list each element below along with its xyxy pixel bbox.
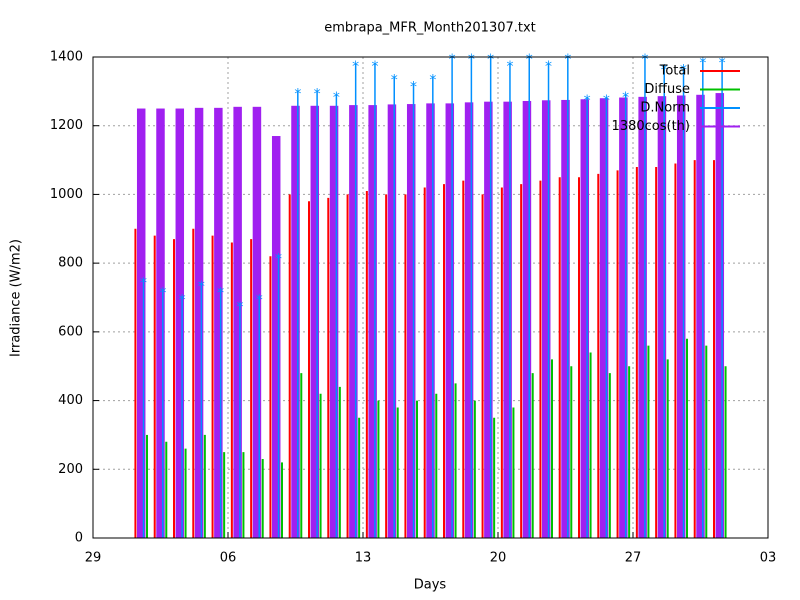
spike: [599, 98, 609, 538]
spike: [522, 100, 532, 538]
marker: *: [236, 299, 243, 315]
spike: [387, 104, 397, 539]
marker: *: [603, 93, 610, 109]
marker: *: [719, 55, 726, 71]
spike: [368, 105, 377, 538]
spike: [484, 101, 493, 539]
spike: [503, 101, 512, 539]
y-tick-label: 600: [58, 324, 83, 339]
spike: [676, 95, 686, 538]
spike: [445, 103, 455, 538]
spike: [310, 105, 320, 538]
spike: [696, 94, 705, 539]
spike: [175, 108, 185, 539]
marker: *: [622, 90, 629, 106]
plot-border: [92, 56, 769, 539]
marker: *: [661, 62, 668, 78]
legend-label: D.Norm: [640, 101, 690, 116]
marker: *: [256, 293, 263, 309]
x-tick-label: 20: [490, 551, 507, 566]
legend-label: Diffuse: [644, 82, 690, 97]
marker: *: [429, 73, 436, 89]
legend-label: Total: [659, 64, 690, 79]
marker: *: [333, 90, 340, 106]
marker: *: [564, 52, 571, 68]
marker: *: [371, 59, 378, 75]
marker: *: [294, 86, 301, 102]
marker: *: [159, 286, 166, 302]
x-tick-label: 03: [760, 551, 777, 566]
x-tick-label: 29: [85, 551, 102, 566]
spike: [291, 105, 300, 538]
marker: *: [449, 52, 456, 68]
x-axis-label: Days: [414, 578, 447, 593]
spike: [541, 100, 551, 538]
marker: *: [680, 62, 687, 78]
spike: [252, 106, 262, 538]
spike: [638, 96, 647, 539]
y-axis-label: Irradiance (W/m2): [9, 239, 24, 357]
spike: [136, 108, 146, 539]
spike: [271, 136, 281, 538]
spike: [156, 108, 165, 539]
marker: *: [487, 52, 494, 68]
y-tick-label: 200: [58, 462, 83, 477]
y-tick-label: 0: [75, 531, 83, 546]
spike: [619, 97, 628, 538]
marker: *: [217, 286, 224, 302]
spike: [194, 107, 204, 538]
marker: *: [140, 275, 147, 291]
marker: *: [641, 52, 648, 68]
marker: *: [526, 52, 533, 68]
marker: *: [391, 73, 398, 89]
spike: [561, 99, 570, 539]
chart-title: embrapa_MFR_Month201307.txt: [324, 21, 536, 36]
spike: [715, 93, 725, 538]
marker: *: [699, 55, 706, 71]
marker: *: [410, 79, 417, 95]
spike: [657, 96, 667, 538]
marker: *: [179, 293, 186, 309]
marker: *: [314, 86, 321, 102]
marker: *: [545, 59, 552, 75]
spike: [464, 102, 474, 538]
spike: [329, 105, 339, 538]
spike: [426, 103, 435, 538]
y-tick-label: 1200: [50, 118, 83, 133]
y-tick-label: 800: [58, 256, 83, 271]
y-tick-label: 1000: [50, 187, 83, 202]
spike: [214, 107, 223, 538]
spike: [580, 99, 590, 539]
y-tick-label: 1400: [50, 50, 83, 65]
marker: *: [198, 279, 205, 295]
marker: *: [584, 93, 591, 109]
marker: *: [506, 59, 513, 75]
marker: *: [468, 52, 475, 68]
marker: *: [275, 251, 282, 267]
spike: [349, 105, 358, 538]
spike: [233, 106, 242, 538]
y-tick-label: 400: [58, 393, 83, 408]
marker: *: [352, 59, 359, 75]
x-tick-label: 27: [625, 551, 642, 566]
x-tick-label: 06: [220, 551, 237, 566]
x-tick-label: 13: [355, 551, 372, 566]
spike: [406, 104, 416, 539]
legend-label: 1380cos(th): [612, 119, 690, 134]
